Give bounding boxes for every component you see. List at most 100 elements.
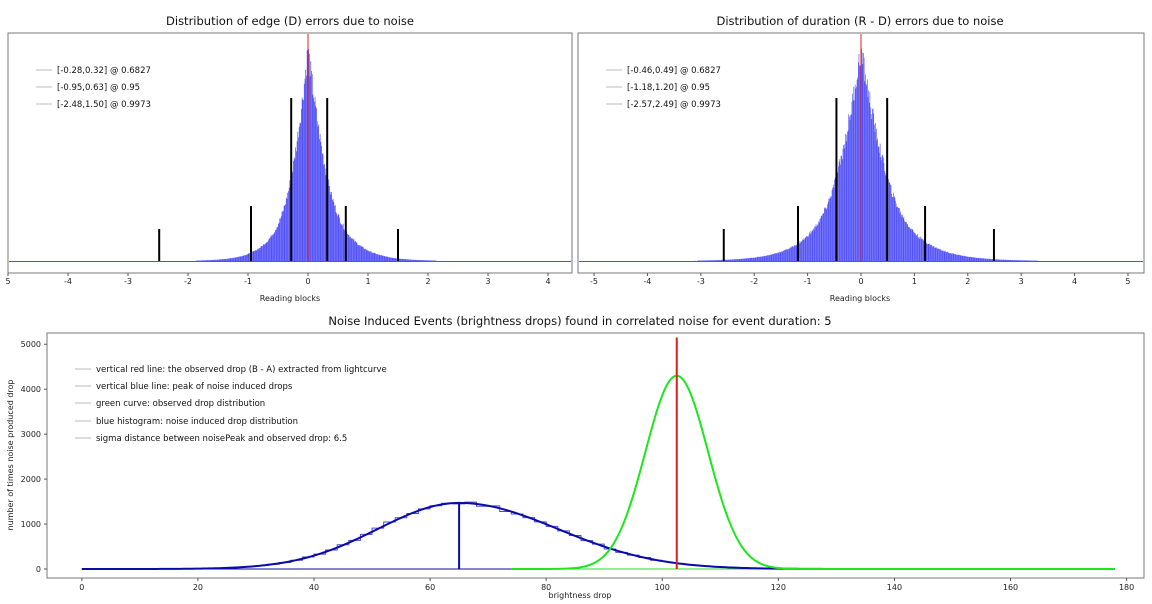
histogram-bar bbox=[982, 258, 983, 261]
histogram-bar bbox=[276, 227, 278, 261]
histogram-bar bbox=[749, 257, 750, 261]
histogram-bar bbox=[247, 253, 249, 261]
histogram-bar bbox=[374, 252, 376, 261]
histogram-bar bbox=[755, 257, 757, 261]
legend-entry: [-0.95,0.63] @ 0.95 bbox=[57, 83, 140, 93]
x-tick-label: -1 bbox=[804, 277, 812, 286]
histogram-bar bbox=[382, 255, 384, 261]
x-tick-label: 80 bbox=[541, 583, 551, 592]
histogram-bar bbox=[826, 207, 828, 261]
histogram-bar bbox=[986, 258, 987, 261]
histogram-bar bbox=[800, 241, 802, 261]
histogram-bar bbox=[852, 100, 854, 262]
x-tick-label: 0 bbox=[305, 277, 310, 286]
histogram-bar bbox=[318, 124, 320, 261]
histogram-bar bbox=[819, 219, 821, 261]
histogram-bar bbox=[328, 179, 330, 261]
histogram-bar bbox=[1011, 260, 1012, 261]
histogram-bar bbox=[264, 244, 266, 261]
histogram-bar bbox=[854, 84, 856, 262]
histogram-bar bbox=[322, 153, 324, 261]
histogram-bar bbox=[363, 248, 365, 261]
histogram-bar bbox=[791, 246, 793, 261]
histogram-bar bbox=[255, 250, 257, 261]
histogram-bar bbox=[776, 252, 778, 261]
histogram-bar bbox=[768, 255, 770, 261]
histogram-bar bbox=[1013, 260, 1015, 261]
histogram-bar bbox=[223, 259, 224, 261]
histogram-bar bbox=[343, 229, 345, 261]
histogram-bar bbox=[413, 259, 415, 261]
histogram-bar bbox=[317, 126, 319, 261]
histogram-bar bbox=[876, 140, 878, 261]
histogram-bar bbox=[892, 197, 894, 261]
histogram-bar bbox=[758, 256, 760, 261]
histogram-bar bbox=[920, 239, 922, 261]
histogram-bar bbox=[846, 134, 848, 261]
histogram-bar bbox=[203, 260, 205, 261]
histogram-bar bbox=[852, 93, 853, 261]
histogram-bar bbox=[244, 255, 246, 261]
histogram-bar bbox=[213, 259, 214, 261]
histogram-bar bbox=[890, 184, 891, 261]
histogram-bar bbox=[727, 259, 729, 261]
histogram-bar bbox=[319, 134, 321, 261]
histogram-bar bbox=[742, 258, 743, 261]
histogram-bar bbox=[416, 259, 417, 261]
histogram-bar bbox=[417, 259, 419, 261]
histogram-bar bbox=[787, 249, 789, 261]
histogram-bar bbox=[424, 260, 426, 261]
histogram-bar bbox=[391, 257, 392, 261]
histogram-bar bbox=[747, 258, 749, 261]
histogram-bar bbox=[376, 254, 378, 261]
histogram-bar bbox=[817, 225, 818, 261]
histogram-bar bbox=[995, 259, 997, 261]
histogram-bar bbox=[971, 257, 973, 261]
histogram-bar bbox=[986, 258, 988, 261]
histogram-bar bbox=[847, 130, 849, 261]
histogram-bar bbox=[812, 231, 814, 261]
histogram-bar bbox=[944, 251, 946, 261]
histogram-bar bbox=[1018, 260, 1020, 261]
histogram-bar bbox=[816, 226, 817, 261]
histogram-bar bbox=[243, 255, 245, 261]
interval-markers bbox=[158, 98, 399, 261]
histogram-bar bbox=[922, 239, 923, 261]
histogram-bar bbox=[777, 252, 778, 261]
histogram-bar bbox=[925, 242, 927, 261]
histogram-bar bbox=[958, 254, 960, 261]
histogram-bar bbox=[893, 196, 895, 261]
histogram-bar bbox=[744, 258, 746, 261]
histogram-bar bbox=[838, 161, 840, 261]
histogram-bar bbox=[907, 226, 909, 261]
histogram-bar bbox=[915, 235, 917, 261]
histogram-bar bbox=[306, 50, 308, 262]
histogram-bar bbox=[823, 213, 825, 261]
histogram-bar bbox=[296, 151, 297, 261]
histogram-bar bbox=[947, 251, 948, 261]
histogram-bar bbox=[970, 257, 972, 261]
histogram-bar bbox=[266, 241, 268, 261]
histogram-bar bbox=[306, 75, 307, 261]
legend: [-0.46,0.49] @ 0.6827 [-1.18,1.20] @ 0.9… bbox=[606, 66, 721, 110]
histogram-bar bbox=[234, 257, 236, 261]
histogram-bar bbox=[952, 253, 953, 261]
histogram-bar bbox=[801, 241, 803, 261]
histogram-bar bbox=[911, 228, 912, 261]
histogram-bar bbox=[943, 250, 945, 261]
histogram-bar bbox=[342, 225, 343, 261]
x-tick-label: 2 bbox=[425, 277, 430, 286]
histogram-bar bbox=[356, 242, 358, 261]
histogram-bar bbox=[201, 260, 203, 261]
histogram-bar bbox=[211, 260, 212, 261]
legend-entry: [-2.57,2.49] @ 0.9973 bbox=[627, 100, 721, 110]
histogram-bar bbox=[890, 185, 892, 261]
histogram-bar bbox=[1027, 260, 1028, 261]
histogram-bar bbox=[247, 254, 248, 261]
histogram-bar bbox=[980, 258, 982, 261]
x-tick-label: 160 bbox=[1003, 583, 1018, 592]
histogram-bar bbox=[808, 236, 809, 261]
histogram-bar bbox=[1007, 259, 1009, 261]
histogram-bar bbox=[737, 259, 739, 261]
histogram-bar bbox=[941, 250, 943, 261]
